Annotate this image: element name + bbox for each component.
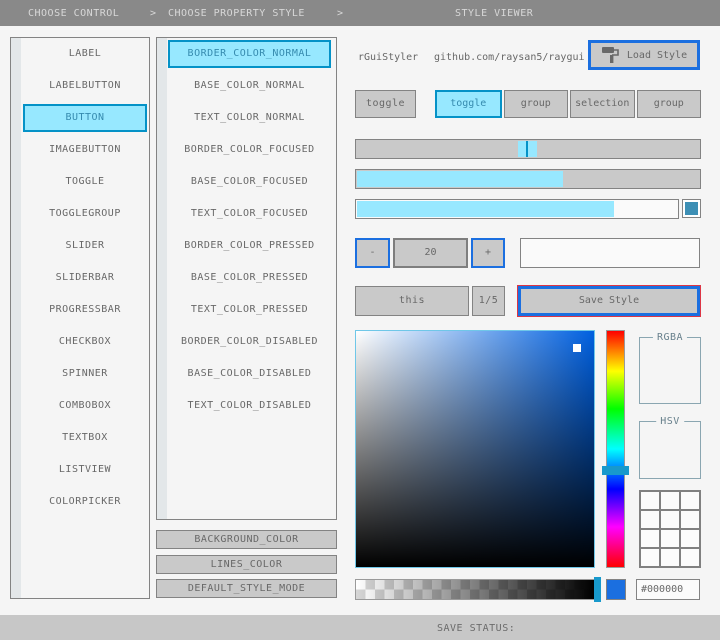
list-item-labelbutton[interactable]: LABELBUTTON — [49, 80, 121, 91]
background-color-button[interactable]: BACKGROUND_COLOR — [156, 530, 337, 549]
rgba-groupbox: RGBA — [639, 332, 701, 404]
checkbox-check — [685, 202, 698, 215]
save-style-button-outline: Save Style — [517, 285, 701, 317]
slider-bar[interactable] — [355, 169, 701, 189]
list-item-text-color-focused[interactable]: TEXT_COLOR_FOCUSED — [190, 208, 309, 219]
list-item-border-color-focused[interactable]: BORDER_COLOR_FOCUSED — [184, 144, 315, 155]
toggle-standalone[interactable]: toggle — [355, 90, 416, 118]
list-item-border-color-disabled[interactable]: BORDER_COLOR_DISABLED — [181, 336, 318, 347]
slider-handle[interactable] — [518, 141, 537, 157]
controls-listview: LABEL LABELBUTTON BUTTON IMAGEBUTTON TOG… — [10, 37, 150, 599]
hue-bar-handle[interactable] — [602, 466, 629, 475]
list-item-sliderbar[interactable]: SLIDERBAR — [55, 272, 115, 283]
color-swatch[interactable] — [641, 549, 659, 566]
app-name-label: rGuiStyler — [358, 52, 419, 63]
properties-listview: BORDER_COLOR_NORMAL BASE_COLOR_NORMAL TE… — [156, 37, 337, 520]
list-item-label[interactable]: LABEL — [68, 48, 102, 59]
list-item-text-color-normal[interactable]: TEXT_COLOR_NORMAL — [194, 112, 305, 123]
color-swatch[interactable] — [661, 549, 679, 566]
hex-color-input[interactable]: #000000 — [636, 579, 700, 600]
list-item-checkbox[interactable]: CHECKBOX — [58, 336, 112, 347]
hsv-label: HSV — [656, 416, 684, 427]
color-swatch[interactable] — [661, 511, 679, 528]
color-swatch[interactable] — [641, 492, 659, 509]
load-style-label: Load Style — [626, 49, 688, 61]
page-indicator[interactable]: 1/5 — [472, 286, 505, 316]
color-swatch[interactable] — [641, 530, 659, 547]
checkbox[interactable] — [682, 199, 701, 218]
list-item-spinner[interactable]: SPINNER — [62, 368, 108, 379]
list-item-colorpicker[interactable]: COLORPICKER — [49, 496, 121, 507]
list-item-imagebutton[interactable]: IMAGEBUTTON — [49, 144, 121, 155]
lines-color-button[interactable]: LINES_COLOR — [156, 555, 337, 574]
alpha-bar[interactable] — [355, 579, 595, 600]
status-bar: SAVE STATUS: — [0, 615, 720, 640]
list-item-border-color-pressed[interactable]: BORDER_COLOR_PRESSED — [184, 240, 315, 251]
spinner-decrement-button[interactable]: - — [355, 238, 390, 268]
list-item-button[interactable]: BUTTON — [23, 104, 147, 132]
load-style-button[interactable]: Load Style — [588, 40, 700, 70]
list-item-progressbar[interactable]: PROGRESSBAR — [49, 304, 121, 315]
list-item-base-color-focused[interactable]: BASE_COLOR_FOCUSED — [190, 176, 309, 187]
color-swatch[interactable] — [661, 492, 679, 509]
list-item-border-color-normal[interactable]: BORDER_COLOR_NORMAL — [168, 40, 331, 68]
list-item-text-color-disabled[interactable]: TEXT_COLOR_DISABLED — [187, 400, 312, 411]
properties-scrollbar[interactable] — [157, 38, 167, 519]
save-style-button[interactable]: Save Style — [518, 286, 700, 316]
list-item-listview[interactable]: LISTVIEW — [58, 464, 112, 475]
toggle-group: toggle group selection group — [435, 90, 701, 118]
list-item-text-color-pressed[interactable]: TEXT_COLOR_PRESSED — [190, 304, 309, 315]
toggle-group-item-group[interactable]: group — [503, 90, 568, 118]
list-item-togglegroup[interactable]: TOGGLEGROUP — [49, 208, 121, 219]
repo-link[interactable]: github.com/raysan5/raygui — [434, 52, 585, 63]
rgba-label: RGBA — [652, 332, 688, 343]
color-swatch[interactable] — [681, 492, 699, 509]
list-item-combobox[interactable]: COMBOBOX — [58, 400, 112, 411]
color-picker-cursor[interactable] — [573, 344, 581, 352]
spinner-increment-button[interactable]: + — [471, 238, 505, 268]
list-item-base-color-pressed[interactable]: BASE_COLOR_PRESSED — [190, 272, 309, 283]
breadcrumb-separator: > — [337, 8, 344, 19]
list-item-base-color-normal[interactable]: BASE_COLOR_NORMAL — [194, 80, 305, 91]
controls-scrollbar[interactable] — [11, 38, 21, 598]
this-button[interactable]: this — [355, 286, 469, 316]
list-item-textbox[interactable]: TEXTBOX — [62, 432, 108, 443]
tab-style-viewer[interactable]: STYLE VIEWER — [455, 8, 534, 19]
breadcrumb-separator: > — [150, 8, 157, 19]
color-swatch[interactable] — [681, 530, 699, 547]
toggle-group-item-selection[interactable]: selection — [570, 90, 635, 118]
slider[interactable] — [355, 139, 701, 159]
paint-roller-icon — [601, 46, 621, 64]
toggle-group-item-group2[interactable]: group — [636, 90, 701, 118]
color-swatch-grid — [639, 490, 701, 568]
save-status-label: SAVE STATUS: — [437, 623, 516, 634]
color-swatch[interactable] — [681, 511, 699, 528]
tab-choose-property-style[interactable]: CHOOSE PROPERTY STYLE — [168, 8, 305, 19]
color-swatch[interactable] — [641, 511, 659, 528]
default-style-mode-button[interactable]: DEFAULT_STYLE_MODE — [156, 579, 337, 598]
color-swatch[interactable] — [681, 549, 699, 566]
color-sample-swatch — [606, 579, 626, 600]
alpha-bar-handle[interactable] — [594, 577, 601, 602]
progress-bar — [355, 199, 679, 219]
list-item-base-color-disabled[interactable]: BASE_COLOR_DISABLED — [187, 368, 312, 379]
text-input[interactable] — [520, 238, 700, 268]
color-picker-panel[interactable] — [355, 330, 595, 568]
list-item-slider[interactable]: SLIDER — [65, 240, 105, 251]
hsv-groupbox: HSV — [639, 416, 701, 479]
toggle-group-item-toggle[interactable]: toggle — [435, 90, 502, 118]
list-item-toggle[interactable]: TOGGLE — [65, 176, 105, 187]
spinner-value[interactable]: 20 — [393, 238, 468, 268]
hue-bar[interactable] — [606, 330, 625, 568]
tab-choose-control[interactable]: CHOOSE CONTROL — [28, 8, 120, 19]
top-bar: CHOOSE CONTROL > CHOOSE PROPERTY STYLE >… — [0, 0, 720, 26]
color-swatch[interactable] — [661, 530, 679, 547]
